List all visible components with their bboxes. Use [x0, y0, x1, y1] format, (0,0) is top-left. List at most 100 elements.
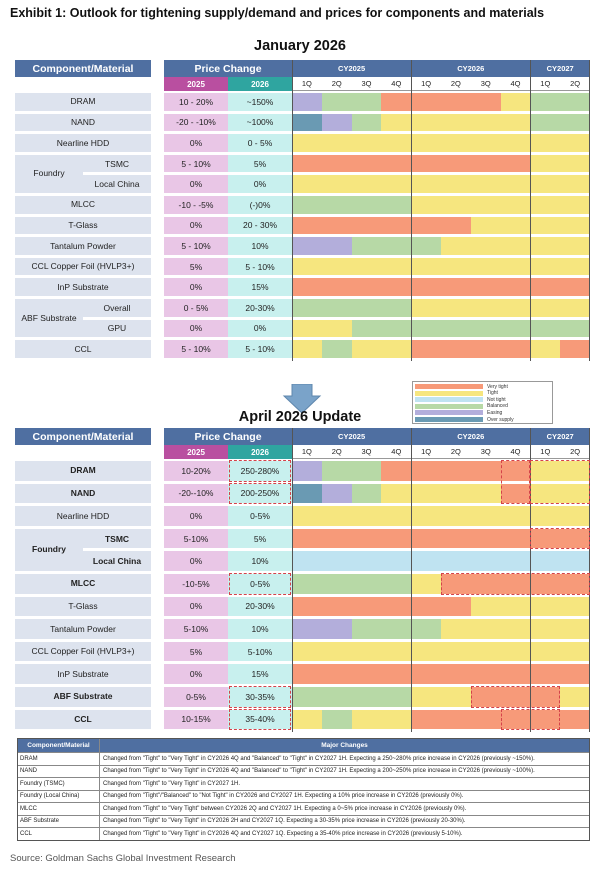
heatmap-cell	[530, 175, 561, 193]
price-2025: 0%	[164, 664, 228, 684]
price-2026: 5%	[228, 154, 292, 173]
quarter-label: 1Q	[540, 79, 551, 88]
quarter-label: 2Q	[331, 447, 342, 456]
heatmap-cell	[530, 154, 561, 173]
changes-component: ABF Substrate	[18, 815, 100, 827]
row-sublabel: GPU	[83, 319, 151, 338]
heatmap-cell	[560, 461, 591, 481]
heatmap-cell	[530, 237, 561, 255]
heatmap-cell	[500, 596, 531, 617]
heatmap-cell	[441, 299, 472, 317]
heatmap-cell	[411, 216, 442, 235]
heatmap-cell	[560, 154, 591, 173]
row-label: Nearline HDD	[15, 506, 151, 526]
row-label: MLCC	[15, 574, 151, 594]
price-2025: 0-5%	[164, 687, 228, 707]
price-2026: 30-35%	[228, 687, 292, 707]
price-2025: 10 - 20%	[164, 93, 228, 111]
source-note: Source: Goldman Sachs Global Investment …	[10, 853, 236, 864]
heatmap-cell	[351, 551, 382, 571]
legend-label: Tight	[487, 390, 498, 397]
heatmap-cell	[500, 134, 531, 152]
heatmap-cell	[560, 528, 591, 549]
quarter-label: 4Q	[510, 79, 521, 88]
price-2026: 10%	[228, 619, 292, 639]
heatmap-cell	[500, 619, 531, 639]
heatmap-cells	[292, 216, 591, 235]
heatmap-cell	[441, 528, 472, 549]
heatmap-cell	[530, 641, 561, 662]
heatmap-cell	[470, 278, 502, 296]
price-2025: 0%	[164, 506, 228, 526]
heatmap-cell	[292, 619, 323, 639]
heatmap-cell	[470, 93, 502, 111]
price-2026: 0 - 5%	[228, 134, 292, 152]
row-label: CCL	[15, 709, 151, 730]
heatmap-cell	[411, 93, 442, 111]
changes-text: Changed from "Tight"/"Balanced" to "Not …	[103, 793, 464, 800]
april-title: April 2026 Update	[238, 409, 362, 425]
price-2025: -10-5%	[164, 574, 228, 594]
heatmap-cell	[411, 551, 442, 571]
january-table: Component/Material Price Change 2025 2026 CY…	[15, 60, 591, 382]
heatmap-row: DRAM 10 - 20% ~150%	[15, 93, 591, 111]
heatmap-cell	[292, 528, 323, 549]
quarter-label: 2Q	[450, 447, 461, 456]
heatmap-cells	[292, 134, 591, 152]
heatmap-cell	[381, 664, 412, 684]
heatmap-cell	[530, 257, 561, 276]
price-2026: 5%	[228, 528, 292, 549]
year-2025-header: 2025	[164, 77, 228, 91]
row-sublabel: Local China	[83, 551, 151, 571]
heatmap-cell	[470, 551, 502, 571]
heatmap-cell	[292, 216, 323, 235]
heatmap-cell	[351, 619, 382, 639]
heatmap-row: Nearline HDD 0% 0 - 5%	[15, 134, 591, 152]
price-2025: 5%	[164, 641, 228, 662]
legend-swatch	[415, 397, 483, 403]
changes-text: Changed from "Tight" to "Very Tight" in …	[103, 830, 463, 837]
row-label: T-Glass	[15, 596, 151, 617]
heatmap-cell	[470, 340, 502, 358]
legend: Very tight Tight Not tight Balanced Easing Ov…	[412, 381, 553, 424]
heatmap-cell	[411, 596, 442, 617]
row-label: MLCC	[15, 196, 151, 214]
row-label: Nearline HDD	[15, 134, 151, 152]
cy2025-label: CY2025	[338, 64, 366, 73]
heatmap-cell	[321, 664, 353, 684]
heatmap-cell	[560, 113, 591, 132]
heatmap-cells	[292, 483, 591, 504]
heatmap-row: T-Glass 0% 20-30%	[15, 596, 591, 617]
heatmap-cell	[292, 278, 323, 296]
quarter-label: 3Q	[361, 447, 372, 456]
heatmap-cell	[470, 257, 502, 276]
price-2026: 0-5%	[228, 574, 292, 594]
heatmap-cell	[530, 551, 561, 571]
heatmap-cell	[351, 257, 382, 276]
heatmap-cell	[351, 596, 382, 617]
heatmap-cell	[530, 134, 561, 152]
heatmap-cell	[560, 196, 591, 214]
heatmap-cell	[292, 506, 323, 526]
row-label: Foundry	[15, 528, 83, 571]
component-header: Component/Material	[15, 428, 151, 445]
legend-swatch	[415, 384, 483, 389]
heatmap-cell	[351, 134, 382, 152]
heatmap-cells	[292, 257, 591, 276]
heatmap-cell	[411, 257, 442, 276]
heatmap-cell	[351, 278, 382, 296]
heatmap-cell	[470, 113, 502, 132]
heatmap-cell	[411, 641, 442, 662]
quarter-label: 3Q	[480, 447, 491, 456]
heatmap-cell	[500, 664, 531, 684]
heatmap-cell	[470, 319, 502, 338]
heatmap-cell	[292, 641, 323, 662]
heatmap-cell	[411, 687, 442, 707]
legend-label: Not tight	[487, 396, 506, 403]
heatmap-cells	[292, 237, 591, 255]
heatmap-cell	[530, 687, 561, 707]
heatmap-row: NAND -20--10% 200-250%	[15, 483, 591, 504]
exhibit-title: Exhibit 1: Outlook for tightening supply…	[10, 6, 545, 20]
heatmap-cell	[560, 687, 591, 707]
year-divider	[530, 428, 532, 733]
